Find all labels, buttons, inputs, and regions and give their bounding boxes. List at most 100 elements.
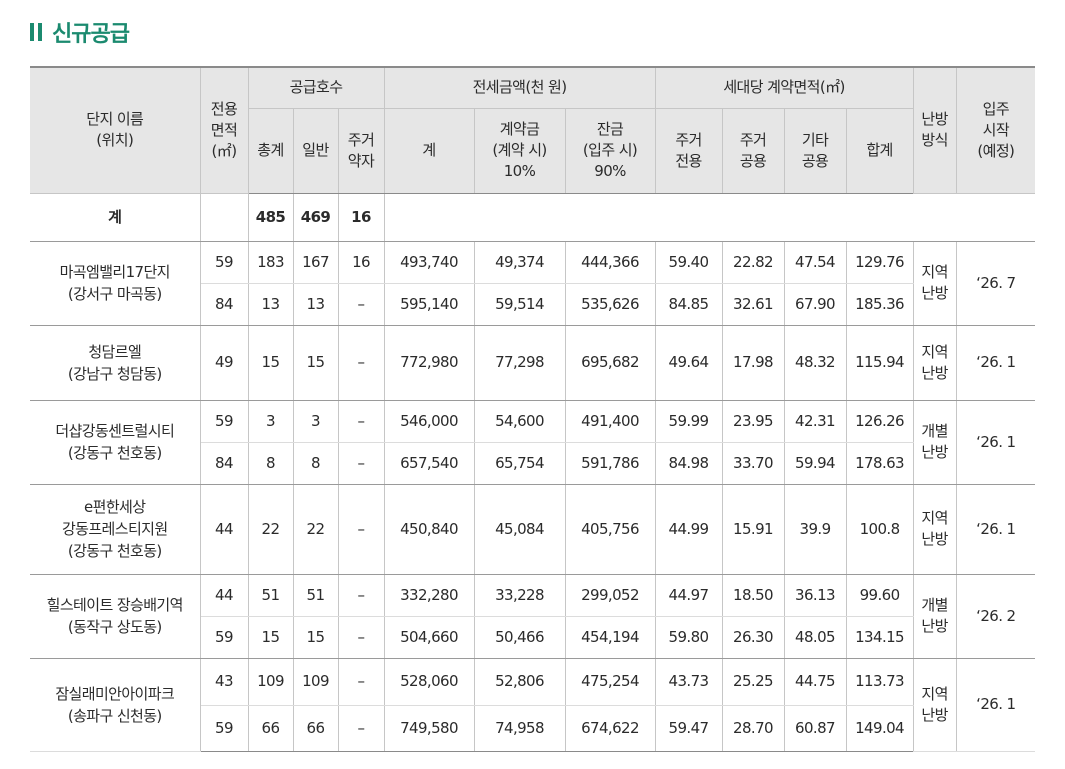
header-exclusive: 주거 전용 [654,107,723,194]
cell-shared: 22.82 [721,241,785,284]
cell-movein: ‘26. 1 [955,658,1036,752]
cell-general: 22 [292,484,339,575]
cell-general: 51 [292,574,339,617]
cell-shared: 33.70 [721,442,785,485]
total-supply: 485 [247,193,294,242]
cell-area: 84 [200,283,249,326]
header-heating: 난방 방식 [912,66,957,194]
complex-name: 청담르엘 (강남구 청담동) [30,325,201,401]
cell-exclusive: 84.85 [654,283,723,326]
cell-other: 67.90 [783,283,847,326]
cell-shared: 26.30 [721,616,785,659]
table-row: 더샵강동센트럴시티 (강동구 천호동) 59 3 3 – 546,000 54,6… [30,400,1036,485]
cell-heating: 지역 난방 [912,241,957,326]
cell-price: 332,280 [383,574,475,617]
cell-heating: 지역 난방 [912,325,957,401]
total-empty [384,193,1036,242]
cell-priority: – [337,325,385,401]
cell-movein: ‘26. 1 [955,400,1036,485]
cell-shared: 17.98 [721,325,785,401]
table-row: 84 13 13 – 595,140 59,514 535,626 84.85 … [30,283,1035,326]
complex-name: 잠실래미안아이파크 (송파구 신천동) [30,658,201,752]
cell-balance: 299,052 [564,574,656,617]
cell-price: 450,840 [383,484,475,575]
cell-total: 8 [247,442,294,485]
cell-other: 44.75 [783,658,847,706]
table-row: 84 8 8 – 657,540 65,754 591,786 84.98 33… [30,442,1035,485]
cell-sum: 185.36 [845,283,914,326]
cell-balance: 695,682 [564,325,656,401]
complex-name: 마곡엠밸리17단지 (강서구 마곡동) [30,241,201,326]
cell-general: 167 [292,241,339,284]
cell-shared: 15.91 [721,484,785,575]
cell-area: 44 [199,484,249,575]
cell-deposit: 45,084 [473,484,566,575]
cell-balance: 454,194 [564,616,656,659]
cell-heating: 지역 난방 [912,658,957,752]
cell-priority: 16 [337,241,385,284]
heading-bars-icon [30,23,42,41]
cell-price: 595,140 [383,283,475,326]
cell-other: 47.54 [783,241,847,284]
cell-exclusive: 49.64 [654,325,723,401]
cell-sum: 99.60 [845,574,914,617]
cell-priority: – [337,442,385,485]
section-title: 신규공급 [52,22,130,47]
total-row: 계 485 469 16 [30,193,1036,242]
cell-shared: 18.50 [721,574,785,617]
cell-exclusive: 84.98 [654,442,723,485]
cell-sum: 100.8 [845,484,914,575]
cell-deposit: 77,298 [473,325,566,401]
cell-price: 504,660 [383,616,475,659]
header-other: 기타 공용 [783,107,847,194]
cell-area: 59 [199,241,249,284]
cell-sum: 178.63 [845,442,914,485]
cell-total: 13 [247,283,294,326]
cell-deposit: 65,754 [473,442,566,485]
cell-balance: 491,400 [564,400,656,443]
table-row: 59 15 15 – 504,660 50,466 454,194 59.80 … [30,616,1035,659]
cell-priority: – [337,658,385,706]
cell-movein: ‘26. 1 [955,484,1036,575]
total-label: 계 [30,193,201,242]
table-row: e편한세상 강동프레스티지원 (강동구 천호동) 44 22 22 – 450,84… [30,484,1036,575]
cell-other: 60.87 [783,705,847,752]
complex-name: 힐스테이트 장승배기역 (동작구 상도동) [30,574,201,659]
total-blank [200,193,248,242]
cell-shared: 28.70 [721,705,785,752]
cell-deposit: 50,466 [473,616,566,659]
supply-table: 단지 이름 (위치) 전용 면적 (㎡) 공급호수 전세금액(천 원) 세대당 계약면… [30,66,1036,752]
table-row: 마곡엠밸리17단지 (강서구 마곡동) 59 183 167 16 493,740… [30,241,1036,326]
header-shared: 주거 공용 [721,107,785,194]
total-general: 469 [292,193,339,242]
cell-sum: 115.94 [845,325,914,401]
cell-price: 493,740 [383,241,475,284]
cell-area: 84 [200,442,249,485]
cell-balance: 475,254 [564,658,656,706]
header-supply-total: 총계 [248,107,294,194]
cell-other: 48.32 [783,325,847,401]
cell-area: 44 [199,574,249,617]
header-supply-group: 공급호수 [247,66,385,109]
cell-deposit: 54,600 [473,400,566,443]
cell-total: 15 [247,325,294,401]
cell-total: 51 [247,574,294,617]
cell-exclusive: 59.99 [654,400,723,443]
cell-priority: – [337,705,385,752]
cell-balance: 444,366 [564,241,656,284]
table-header: 단지 이름 (위치) 전용 면적 (㎡) 공급호수 전세금액(천 원) 세대당 계약면… [30,66,1036,194]
cell-balance: 674,622 [564,705,656,752]
cell-total: 109 [247,658,294,706]
table-row: 잠실래미안아이파크 (송파구 신천동) 43 109 109 – 528,060 … [30,658,1036,752]
cell-deposit: 52,806 [473,658,566,706]
header-supply-priority: 주거 약자 [337,107,385,194]
header-price-group: 전세금액(천 원) [383,66,656,109]
cell-total: 183 [247,241,294,284]
header-name: 단지 이름 (위치) [30,66,201,194]
header-deposit: 계약금 (계약 시) 10% [473,107,566,194]
cell-price: 546,000 [383,400,475,443]
cell-balance: 405,756 [564,484,656,575]
table-row: 청담르엘 (강남구 청담동) 49 15 15 – 772,980 77,298 … [30,325,1036,401]
cell-movein: ‘26. 1 [955,325,1036,401]
cell-price: 528,060 [383,658,475,706]
